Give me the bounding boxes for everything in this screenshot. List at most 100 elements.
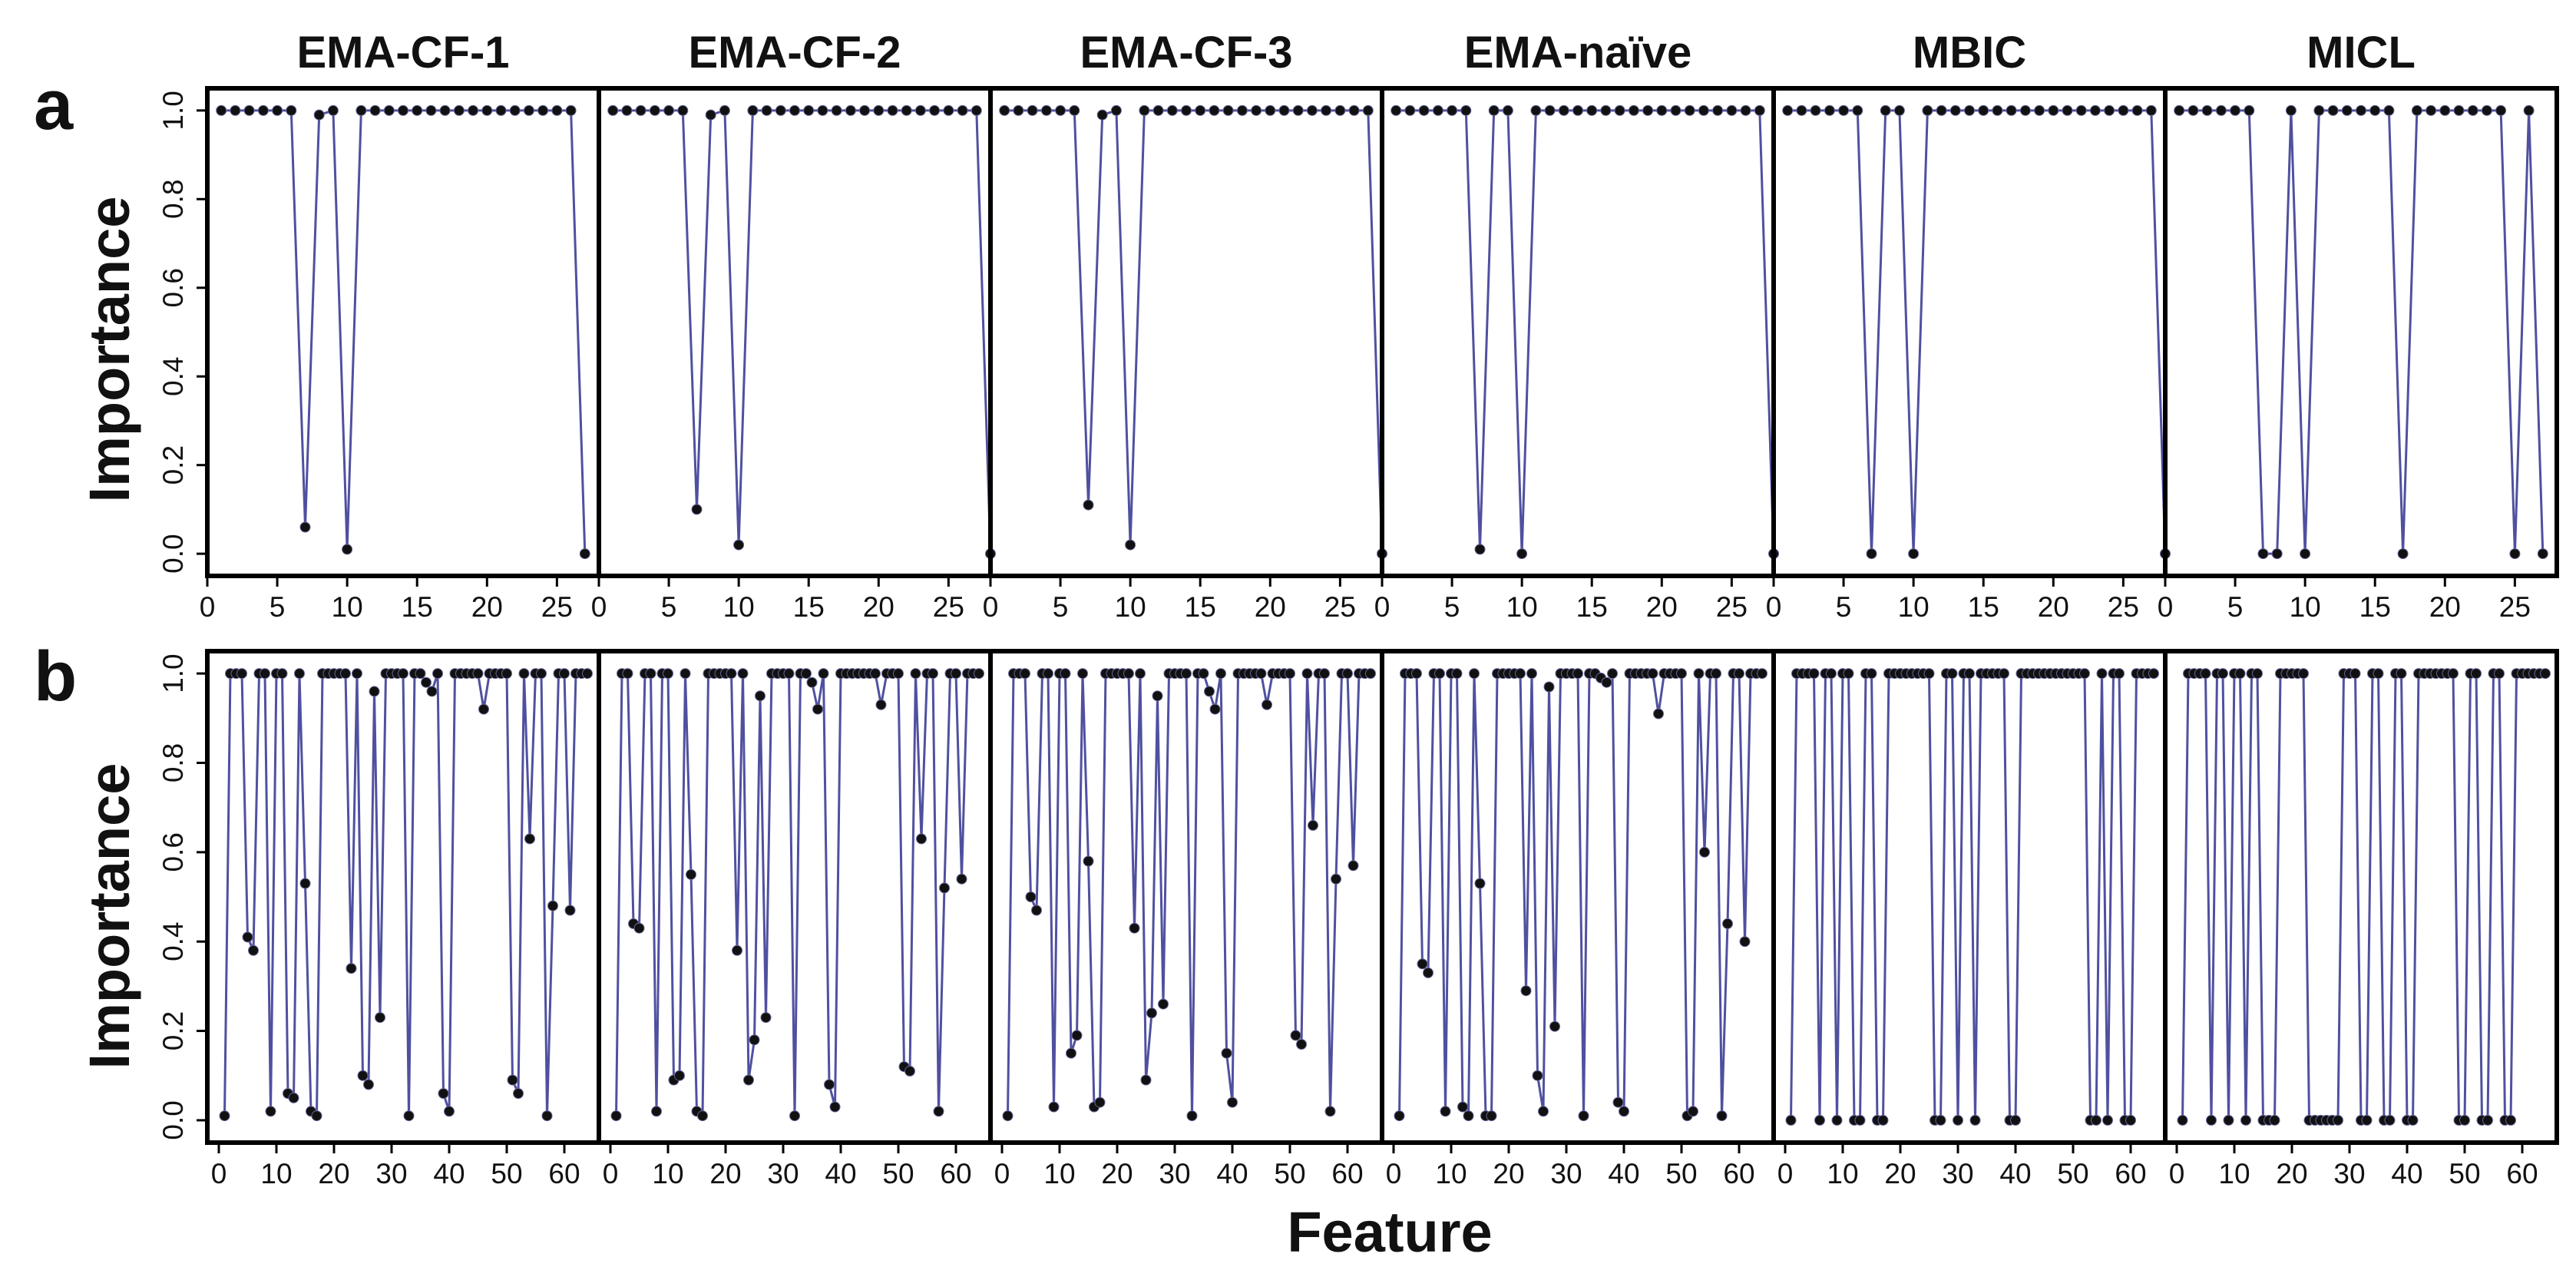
x-tick-label: 0 xyxy=(1777,1158,1794,1189)
data-point xyxy=(1969,1114,1981,1126)
data-point xyxy=(1676,668,1687,680)
data-point xyxy=(432,668,443,680)
data-point xyxy=(1457,1101,1468,1113)
data-point xyxy=(824,1079,835,1090)
data-point xyxy=(2271,548,2283,560)
data-point xyxy=(1040,104,1052,116)
data-point xyxy=(313,109,325,121)
data-point xyxy=(2062,104,2073,116)
data-point xyxy=(1469,668,1480,680)
data-point xyxy=(257,104,269,116)
y-tick-label: 0.2 xyxy=(157,445,189,485)
panel-b-0: 0 10 20 30 40 50 60 0.0 0.2 0.4 0.6 0.8 1.0 xyxy=(157,649,601,1189)
data-point xyxy=(1002,1110,1014,1122)
data-point xyxy=(1953,1114,1963,1126)
x-tick-label: 10 xyxy=(332,591,363,623)
data-point xyxy=(509,104,521,116)
data-point xyxy=(2459,1114,2470,1126)
data-point xyxy=(916,833,927,845)
data-point xyxy=(1083,855,1094,867)
data-point xyxy=(1578,1110,1589,1122)
x-tick-label: 60 xyxy=(2115,1158,2146,1189)
data-point xyxy=(1826,668,1837,680)
data-point xyxy=(1670,104,1682,116)
series-line-b-1 xyxy=(615,672,979,1119)
data-point xyxy=(2327,104,2339,116)
data-point xyxy=(649,104,660,116)
data-point xyxy=(1222,104,1234,116)
data-point xyxy=(1215,668,1226,680)
data-point xyxy=(1538,1106,1549,1117)
data-point xyxy=(1423,967,1433,978)
data-point xyxy=(1757,668,1767,680)
data-point xyxy=(1301,668,1313,680)
x-tick-label: 50 xyxy=(2449,1158,2480,1189)
data-point xyxy=(1698,104,1709,116)
data-point xyxy=(2407,1114,2419,1126)
data-point xyxy=(2048,104,2059,116)
data-point xyxy=(957,104,968,116)
data-point xyxy=(2481,104,2492,116)
data-point xyxy=(219,1110,230,1122)
x-tick-label: 10 xyxy=(2218,1158,2250,1189)
data-point xyxy=(829,1101,841,1113)
data-point xyxy=(761,104,772,116)
x-tick-label: 60 xyxy=(2506,1158,2538,1189)
data-point xyxy=(1908,548,1920,560)
data-point xyxy=(1722,918,1733,929)
data-point xyxy=(801,668,812,680)
x-tick-label: 50 xyxy=(1665,1158,1697,1189)
x-tick-label: 5 xyxy=(1444,591,1460,623)
data-point xyxy=(398,104,408,116)
data-point xyxy=(2467,104,2478,116)
data-point xyxy=(2010,1114,2021,1126)
x-tick-label: 25 xyxy=(2108,591,2139,623)
x-tick-label: 40 xyxy=(2391,1158,2422,1189)
data-point xyxy=(2075,104,2087,116)
y-tick-label: 0.4 xyxy=(157,357,189,396)
data-point xyxy=(421,677,432,688)
data-point xyxy=(551,104,563,116)
data-point xyxy=(610,1110,622,1122)
x-tick-label: 0 xyxy=(603,1158,619,1189)
data-point xyxy=(951,668,961,680)
data-point xyxy=(565,104,577,116)
data-point xyxy=(513,1088,524,1099)
data-point xyxy=(1810,104,1821,116)
data-point xyxy=(2079,668,2090,680)
data-point xyxy=(1308,819,1318,831)
data-point xyxy=(2285,104,2297,116)
data-point xyxy=(564,905,576,916)
x-tick-label: 20 xyxy=(1255,591,1286,623)
y-tick-label: 0.2 xyxy=(157,1011,189,1050)
data-point xyxy=(369,686,380,697)
data-point xyxy=(1209,104,1220,116)
y-tick-label: 1.0 xyxy=(157,91,189,130)
data-point xyxy=(294,668,305,680)
data-point xyxy=(974,668,984,680)
data-point xyxy=(481,104,493,116)
data-point xyxy=(2174,104,2185,116)
data-point xyxy=(541,1110,553,1122)
x-tick-label: 30 xyxy=(1159,1158,1190,1189)
data-point xyxy=(1964,104,1975,116)
data-point xyxy=(1877,1114,1889,1126)
data-point xyxy=(537,104,549,116)
data-point xyxy=(1796,104,1807,116)
data-point xyxy=(2206,1114,2217,1126)
data-point xyxy=(1880,104,1891,116)
x-tick-label: 10 xyxy=(260,1158,292,1189)
data-point xyxy=(1447,104,1458,116)
data-point xyxy=(1451,668,1463,680)
data-point xyxy=(943,104,954,116)
data-point xyxy=(1530,104,1542,116)
data-point xyxy=(1532,1070,1543,1081)
data-point xyxy=(495,104,507,116)
y-tick-label: 0.0 xyxy=(157,1100,189,1140)
data-point xyxy=(1265,104,1276,116)
data-point xyxy=(1365,668,1376,680)
y-axis-label-row-b: Importance xyxy=(78,763,141,1070)
x-tick-label: 50 xyxy=(882,1158,914,1189)
data-point xyxy=(425,104,437,116)
